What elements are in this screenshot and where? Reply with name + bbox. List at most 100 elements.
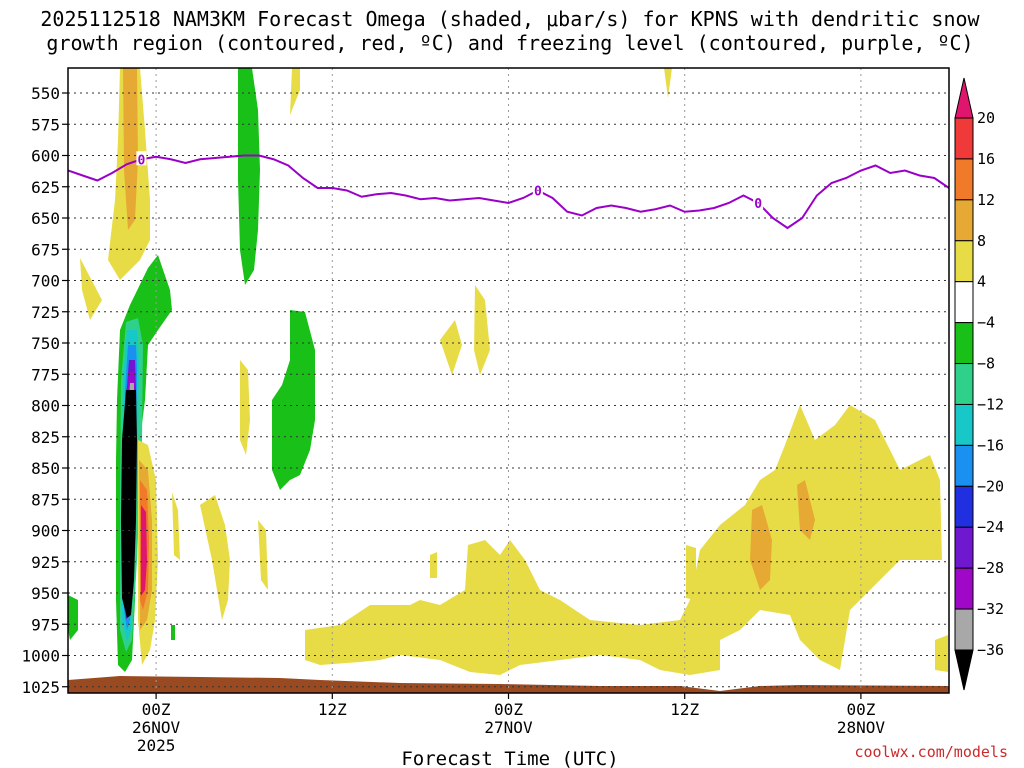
x-axis-title: Forecast Time (UTC)	[401, 748, 618, 768]
freezing-level-label: 0	[138, 153, 146, 168]
omega-region-small-negative	[171, 625, 175, 640]
omega-region-moderate-positive-a	[750, 505, 772, 590]
omega-region-left-edge	[80, 258, 102, 320]
colorbar-label: −12	[977, 395, 1004, 413]
omega-region-blob-d	[200, 495, 230, 620]
colorbar-label: −20	[977, 477, 1004, 495]
colorbar-segment	[954, 403, 974, 446]
colorbar-segment	[954, 158, 974, 201]
y-tick-label: 650	[31, 209, 60, 228]
y-tick-label: 700	[31, 272, 60, 291]
colorbar-label: −24	[977, 518, 1004, 536]
omega-region-blob-c	[440, 320, 462, 375]
colorbar-label: 20	[977, 109, 995, 127]
colorbar-label: 16	[977, 150, 995, 168]
omega-region-left-negative	[68, 595, 78, 640]
y-axis: 550 575 600 625 650 675 700 725 750 775 800 825 850 8…	[21, 84, 68, 697]
colorbar-segment	[954, 526, 974, 569]
contour-label-bg	[532, 182, 543, 197]
omega-region-blob-b	[474, 285, 490, 375]
contour-label-bg	[753, 195, 764, 209]
colorbar-segment	[954, 567, 974, 610]
colorbar-segment	[954, 281, 974, 324]
colorbar-top-extend	[954, 77, 974, 119]
colorbar-segment	[954, 485, 974, 528]
colorbar: 20 16 12 8 4 −4 −8 −12 −16 −20 −24 −28 −32 −36	[954, 77, 1004, 691]
colorbar-segment	[954, 444, 974, 487]
chart-title-line2: growth region (contoured, red, ºC) and f…	[46, 31, 973, 55]
omega-shading	[68, 68, 948, 675]
grid	[68, 68, 949, 693]
colorbar-segment	[954, 117, 974, 160]
y-tick-label: 775	[31, 365, 60, 384]
freezing-level-labels: 0 0 0	[136, 151, 764, 212]
y-tick-label: 800	[31, 397, 60, 416]
credit-text: coolwx.com/models	[854, 743, 1008, 761]
x-tick-label: 26NOV	[132, 718, 181, 737]
colorbar-label: 4	[977, 273, 986, 291]
colorbar-label: −16	[977, 436, 1004, 454]
omega-region-blob-f	[172, 492, 180, 560]
omega-region-upper-column-core	[123, 68, 138, 230]
colorbar-label: −32	[977, 600, 1004, 618]
y-tick-label: 550	[31, 84, 60, 103]
chart-title-line1: 2025112518 NAM3KM Forecast Omega (shaded…	[40, 7, 980, 31]
x-tick-label: 00Z	[494, 700, 523, 719]
y-tick-label: 875	[31, 490, 60, 509]
omega-region-upper-small-a	[290, 68, 300, 115]
y-tick-label: 675	[31, 240, 60, 259]
colorbar-bottom-extend	[954, 649, 974, 691]
colorbar-segment	[954, 608, 974, 651]
x-tick-label: 12Z	[318, 700, 347, 719]
y-tick-label: 750	[31, 334, 60, 353]
omega-region-blob-h	[686, 545, 696, 600]
x-tick-label: 12Z	[670, 700, 699, 719]
y-tick-label: 625	[31, 178, 60, 197]
colorbar-label: −8	[977, 355, 995, 373]
omega-region-upper-small-b	[664, 68, 672, 98]
x-tick-label: 00Z	[142, 700, 171, 719]
colorbar-segment	[954, 240, 974, 283]
terrain-surface	[68, 676, 949, 693]
x-tick-label: 27NOV	[484, 718, 533, 737]
omega-region-weak-positive-lowlevel	[305, 405, 942, 675]
y-tick-label: 950	[31, 584, 60, 603]
omega-region-weak-positive-edge	[935, 635, 948, 672]
contour-label-bg	[136, 151, 147, 166]
freezing-level-label: 0	[754, 197, 762, 212]
y-tick-label: 925	[31, 553, 60, 572]
colorbar-label: −36	[977, 641, 1004, 659]
y-tick-label: 600	[31, 147, 60, 166]
colorbar-segment	[954, 199, 974, 242]
freezing-level-label: 0	[534, 185, 542, 200]
omega-region-strongest-negative	[121, 390, 137, 618]
omega-region-midlevel-negative	[272, 310, 315, 490]
omega-region-blob-e	[258, 520, 268, 590]
omega-region-upper-negative	[238, 68, 260, 285]
omega-region-moderate-positive-b	[797, 480, 815, 540]
colorbar-segment	[954, 322, 974, 365]
y-tick-label: 725	[31, 303, 60, 322]
omega-region-positive-flank-4	[141, 505, 147, 596]
y-tick-label: 1025	[21, 678, 60, 697]
x-tick-label: 28NOV	[837, 718, 886, 737]
colorbar-label: 8	[977, 232, 986, 250]
colorbar-label: 12	[977, 191, 995, 209]
y-tick-label: 575	[31, 115, 60, 134]
x-tick-label: 00Z	[846, 700, 875, 719]
y-tick-label: 900	[31, 522, 60, 541]
y-tick-label: 1000	[21, 647, 60, 666]
colorbar-segment	[954, 363, 974, 405]
plot-content: 0 0 0	[68, 68, 949, 693]
y-tick-label: 825	[31, 428, 60, 447]
colorbar-label: −28	[977, 559, 1004, 577]
omega-region-blob-g	[430, 552, 437, 578]
x-tick-label: 2025	[137, 736, 176, 755]
colorbar-label: −4	[977, 314, 995, 332]
freezing-level-line	[68, 154, 949, 230]
omega-region-blob-a	[240, 360, 250, 455]
y-tick-label: 850	[31, 459, 60, 478]
y-tick-label: 975	[31, 615, 60, 634]
